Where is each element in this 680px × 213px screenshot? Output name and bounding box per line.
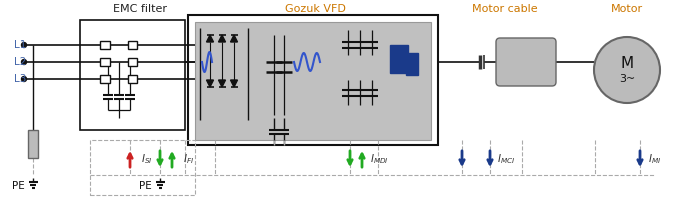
Bar bbox=[128, 75, 137, 83]
Bar bbox=[128, 58, 137, 66]
Text: PE: PE bbox=[139, 181, 152, 191]
Bar bbox=[406, 53, 418, 75]
Polygon shape bbox=[207, 80, 214, 87]
Bar bbox=[100, 58, 110, 66]
Circle shape bbox=[22, 76, 27, 82]
Polygon shape bbox=[218, 80, 226, 87]
Bar bbox=[28, 130, 38, 158]
Text: Motor cable: Motor cable bbox=[472, 4, 538, 14]
Text: $I_{MDI}$: $I_{MDI}$ bbox=[370, 152, 389, 166]
Bar bbox=[390, 45, 408, 73]
Polygon shape bbox=[218, 35, 226, 42]
Bar bbox=[100, 75, 110, 83]
Bar bbox=[100, 41, 110, 49]
Circle shape bbox=[22, 59, 27, 65]
Text: Gozuk VFD: Gozuk VFD bbox=[284, 4, 345, 14]
Bar bbox=[188, 15, 438, 145]
Bar bbox=[128, 41, 137, 49]
FancyBboxPatch shape bbox=[496, 38, 556, 86]
Text: L2: L2 bbox=[14, 57, 27, 67]
Circle shape bbox=[594, 37, 660, 103]
Circle shape bbox=[22, 43, 27, 47]
Text: EMC filter: EMC filter bbox=[113, 4, 167, 14]
Text: $I_{SI}$: $I_{SI}$ bbox=[141, 152, 152, 166]
Polygon shape bbox=[231, 35, 237, 42]
Text: 3~: 3~ bbox=[619, 74, 635, 84]
Polygon shape bbox=[231, 80, 237, 87]
Bar bbox=[80, 20, 185, 130]
Bar bbox=[195, 22, 431, 140]
Text: L3: L3 bbox=[14, 74, 27, 84]
Text: $I_{FI}$: $I_{FI}$ bbox=[183, 152, 194, 166]
Text: M: M bbox=[620, 56, 634, 71]
Bar bbox=[90, 140, 195, 195]
Polygon shape bbox=[207, 35, 214, 42]
Text: L1: L1 bbox=[14, 40, 27, 50]
Text: Motor: Motor bbox=[611, 4, 643, 14]
Text: $I_{MCI}$: $I_{MCI}$ bbox=[497, 152, 515, 166]
Text: PE: PE bbox=[12, 181, 25, 191]
Text: $I_{MI}$: $I_{MI}$ bbox=[648, 152, 661, 166]
